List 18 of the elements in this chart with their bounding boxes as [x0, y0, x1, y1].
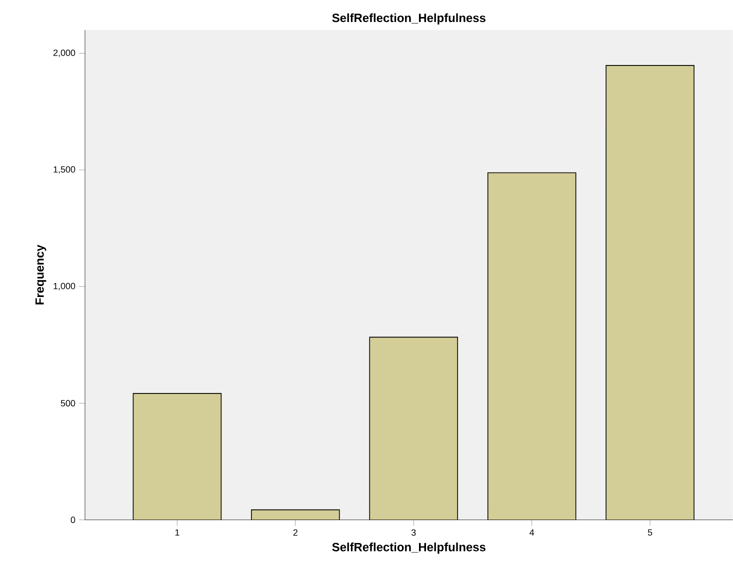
y-axis-title: Frequency — [36, 244, 46, 304]
x-tick-label: 5 — [648, 529, 652, 536]
x-tick-label: 4 — [530, 529, 534, 536]
y-tick-label: 1,000 — [54, 282, 76, 290]
x-axis-title: SelfReflection_Helpfulness — [332, 542, 486, 554]
y-tick-label: 0 — [70, 516, 76, 524]
y-tick-label: 500 — [60, 400, 76, 406]
bar — [606, 65, 694, 520]
chart-title: SelfReflection_Helpfulness — [332, 13, 486, 25]
bar — [251, 510, 340, 520]
y-tick-label: 1,500 — [54, 166, 76, 174]
y-tick-label: 2,000 — [53, 50, 76, 58]
bar — [369, 336, 458, 520]
bar — [132, 393, 222, 520]
x-tick-label: 3 — [411, 529, 416, 536]
bar — [487, 172, 576, 520]
x-tick-label: 1 — [175, 529, 180, 536]
x-tick-label: 2 — [293, 529, 298, 536]
